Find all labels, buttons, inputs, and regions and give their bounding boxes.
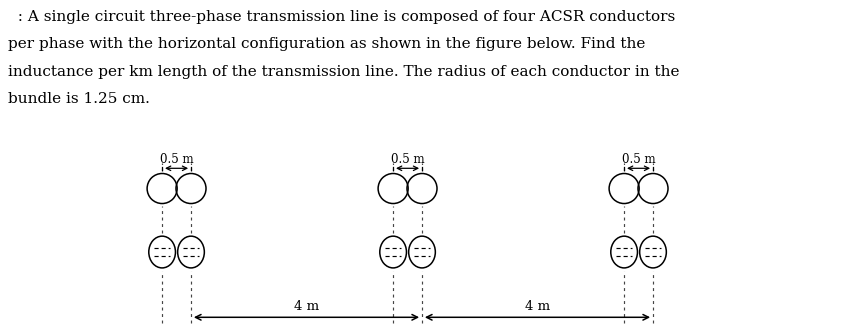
Text: 4 m: 4 m: [294, 300, 319, 313]
Text: inductance per km length of the transmission line. The radius of each conductor : inductance per km length of the transmis…: [8, 65, 680, 79]
Text: : A single circuit three-phase transmission line is composed of four ACSR conduc: : A single circuit three-phase transmiss…: [8, 10, 676, 24]
Text: 0.5 m: 0.5 m: [622, 153, 656, 166]
Text: bundle is 1.25 cm.: bundle is 1.25 cm.: [8, 92, 150, 106]
Text: 0.5 m: 0.5 m: [391, 153, 425, 166]
Text: per phase with the horizontal configuration as shown in the figure below. Find t: per phase with the horizontal configurat…: [8, 37, 646, 51]
Text: 4 m: 4 m: [525, 300, 550, 313]
Text: 0.5 m: 0.5 m: [160, 153, 193, 166]
